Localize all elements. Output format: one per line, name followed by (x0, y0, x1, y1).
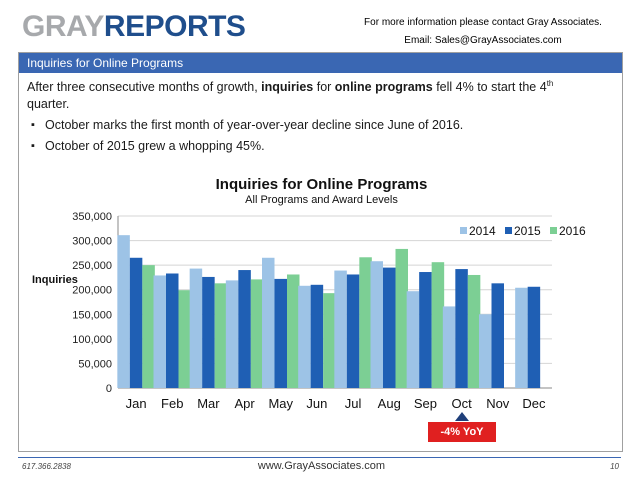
bar-2014-aug (370, 261, 383, 388)
section-banner: Inquiries for Online Programs (19, 53, 622, 73)
contact-line: For more information please contact Gray… (364, 17, 602, 28)
summary-text-4: quarter. (27, 97, 70, 111)
x-tick-label: Mar (197, 396, 220, 411)
y-tick-label: 200,000 (72, 285, 112, 297)
bar-2016-jun (323, 293, 336, 388)
bar-2014-mar (189, 268, 203, 388)
x-tick-label: Aug (378, 396, 401, 411)
bar-2015-jan (129, 257, 143, 388)
x-tick-label: Jul (345, 396, 362, 411)
content-frame: Inquiries for Online Programs After thre… (18, 52, 623, 452)
bar-2015-nov (491, 283, 504, 388)
logo-gray: GRAY (22, 10, 104, 43)
y-tick-label: 300,000 (72, 236, 112, 248)
y-tick-label: 150,000 (72, 309, 112, 321)
x-tick-label: Dec (522, 396, 546, 411)
bullet-item: October of 2015 grew a whopping 45%. (27, 138, 617, 155)
bar-2014-dec (515, 287, 528, 388)
legend-swatch (460, 227, 467, 234)
y-tick-label: 350,000 (72, 211, 112, 223)
contact-email[interactable]: Email: Sales@GrayAssociates.com (404, 35, 562, 46)
bar-2016-aug (395, 248, 408, 388)
bar-2015-jul (346, 274, 360, 388)
bar-2016-may (287, 274, 300, 388)
logo: GRAYREPORTS (22, 10, 246, 43)
bar-2014-feb (153, 275, 166, 388)
bar-2015-apr (238, 270, 251, 388)
legend-swatch (505, 227, 512, 234)
bar-2014-jul (334, 270, 347, 388)
summary-sup: th (546, 78, 554, 88)
summary-bold-2: online programs (334, 80, 433, 94)
summary-paragraph: After three consecutive months of growth… (27, 79, 617, 113)
y-tick-label: 50,000 (78, 358, 112, 370)
bar-2015-jun (310, 284, 324, 388)
legend-label: 2015 (514, 224, 541, 238)
bar-2016-apr (250, 279, 264, 388)
bar-2016-oct (467, 274, 481, 388)
logo-reports: REPORTS (103, 10, 246, 43)
bar-2015-dec (527, 286, 541, 388)
x-tick-label: May (268, 396, 293, 411)
summary-bold-1: inquiries (261, 80, 314, 94)
contact-info: For more information please contact Gray… (353, 14, 613, 50)
x-tick-label: Apr (234, 396, 255, 411)
x-tick-label: Feb (161, 396, 183, 411)
summary-text-3: fell 4% to start the 4 (432, 80, 547, 94)
x-tick-label: Nov (486, 396, 510, 411)
callout-arrow-icon (455, 412, 469, 421)
bar-2015-feb (166, 273, 179, 388)
bar-2014-nov (479, 314, 492, 388)
bar-2014-jun (298, 285, 311, 388)
chart-title: Inquiries for Online Programs (215, 176, 428, 193)
bar-2016-feb (178, 290, 191, 388)
bar-2016-mar (214, 283, 228, 388)
bar-2014-apr (225, 280, 239, 388)
summary-text-1: After three consecutive months of growth… (27, 80, 262, 94)
summary-text-2: for (313, 80, 335, 94)
page-number: 10 (610, 462, 619, 471)
bar-2014-sep (406, 291, 420, 388)
x-tick-label: Jun (306, 396, 327, 411)
bar-2014-jan (117, 235, 130, 388)
bar-2015-sep (419, 272, 432, 388)
bar-2015-oct (455, 269, 468, 388)
bar-2015-mar (202, 276, 215, 388)
legend-swatch (550, 227, 557, 234)
x-tick-label: Oct (451, 396, 472, 411)
footer-phone: 617.366.2838 (22, 462, 71, 471)
bar-2016-jul (359, 257, 372, 388)
legend-label: 2014 (469, 224, 496, 238)
yoy-callout: -4% YoY (428, 422, 496, 442)
legend-label: 2016 (559, 224, 586, 238)
section-title: Inquiries for Online Programs (27, 56, 184, 70)
x-tick-label: Jan (126, 396, 147, 411)
y-axis-label: Inquiries (32, 274, 78, 286)
x-tick-label: Sep (414, 396, 437, 411)
bar-2015-may (274, 278, 287, 388)
bar-2016-jan (142, 265, 155, 388)
y-tick-label: 250,000 (72, 260, 112, 272)
footer-website[interactable]: www.GrayAssociates.com (257, 460, 386, 472)
bar-2016-sep (431, 262, 445, 388)
bar-2014-may (262, 257, 275, 388)
bar-2015-aug (383, 267, 396, 388)
summary-text: After three consecutive months of growth… (27, 79, 617, 159)
footer-divider (18, 457, 621, 458)
bullet-list: October marks the first month of year-ov… (27, 117, 617, 155)
bullet-item: October marks the first month of year-ov… (27, 117, 617, 134)
y-tick-label: 0 (106, 383, 112, 395)
chart-subtitle: All Programs and Award Levels (245, 194, 398, 206)
bar-2014-oct (442, 306, 456, 388)
y-tick-label: 100,000 (72, 334, 112, 346)
